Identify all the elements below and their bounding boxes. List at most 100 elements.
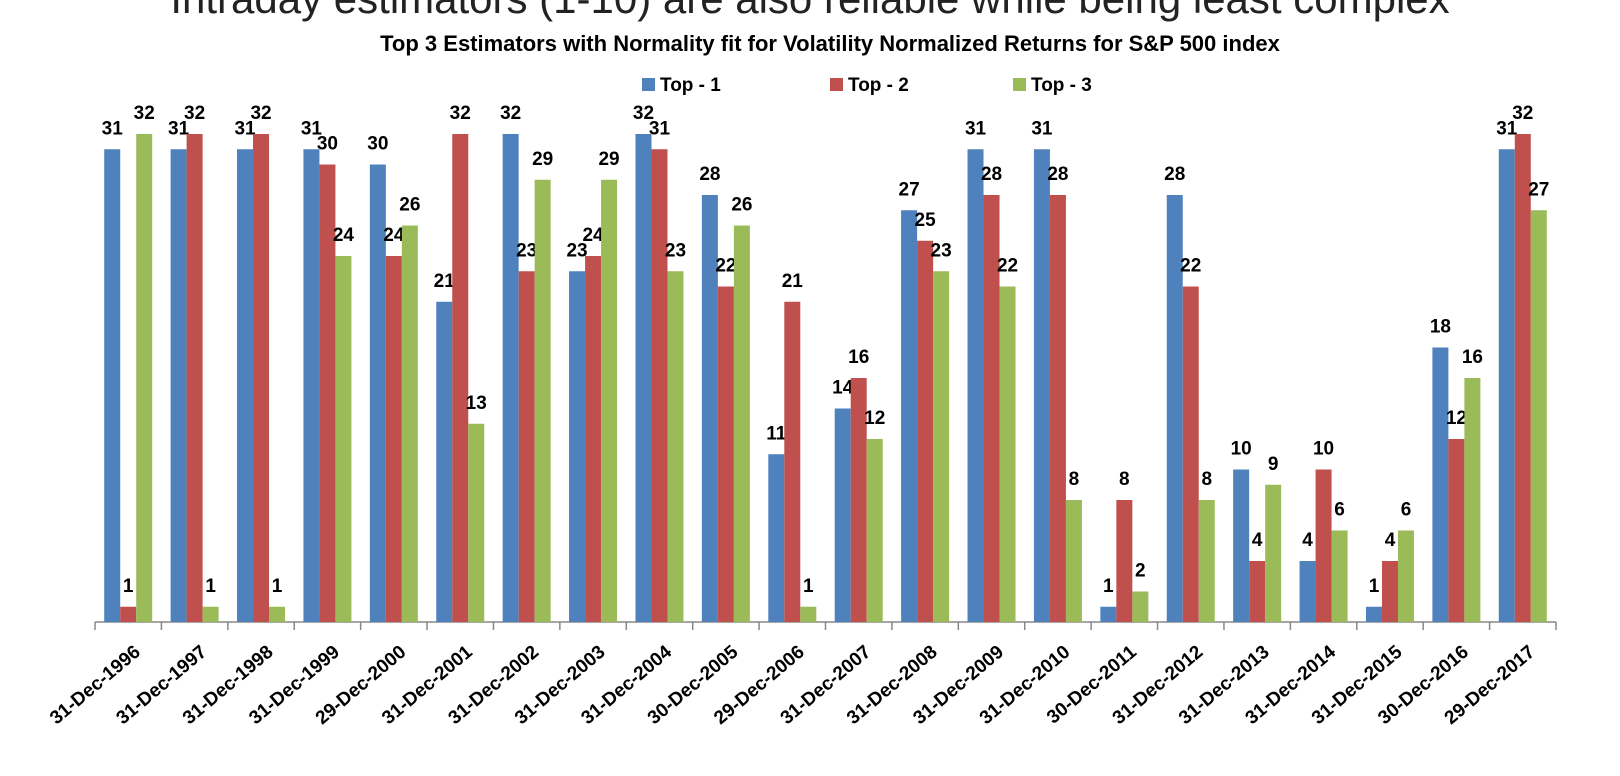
bar bbox=[186, 134, 203, 622]
value-label: 28 bbox=[981, 164, 1002, 185]
value-label: 26 bbox=[731, 195, 752, 216]
value-label: 32 bbox=[1512, 103, 1533, 124]
bar bbox=[784, 301, 801, 622]
bar bbox=[569, 271, 586, 622]
value-label: 1 bbox=[1103, 576, 1114, 597]
value-label: 8 bbox=[1119, 469, 1130, 490]
bar bbox=[120, 606, 137, 622]
bar bbox=[917, 240, 934, 622]
bar bbox=[1249, 561, 1266, 622]
bar bbox=[1198, 500, 1215, 622]
value-label: 22 bbox=[1180, 256, 1201, 277]
value-label: 1 bbox=[205, 576, 216, 597]
bar bbox=[1365, 606, 1382, 622]
annotation: Intraday estimators (1-10) are also reli… bbox=[170, 0, 1449, 22]
value-label: 31 bbox=[1496, 118, 1518, 139]
bar bbox=[1182, 286, 1199, 622]
value-label: 10 bbox=[1313, 439, 1334, 460]
bar bbox=[237, 149, 254, 622]
bar bbox=[717, 286, 734, 622]
bar bbox=[502, 134, 519, 622]
chart-title: Top 3 Estimators with Normality fit for … bbox=[380, 31, 1280, 56]
value-label: 1 bbox=[1369, 576, 1380, 597]
value-label: 28 bbox=[699, 164, 720, 185]
bar bbox=[1315, 469, 1332, 622]
value-label: 8 bbox=[1069, 469, 1080, 490]
bar bbox=[518, 271, 535, 622]
bar bbox=[1265, 484, 1282, 622]
value-label: 11 bbox=[766, 423, 787, 444]
value-label: 31 bbox=[168, 118, 190, 139]
value-label: 21 bbox=[434, 271, 456, 292]
legend-label: Top - 3 bbox=[1031, 75, 1092, 96]
bar bbox=[866, 439, 883, 622]
bar bbox=[999, 286, 1016, 622]
bar bbox=[468, 423, 485, 622]
legend-swatch bbox=[642, 78, 655, 91]
value-label: 26 bbox=[399, 195, 420, 216]
bar bbox=[369, 164, 386, 622]
value-label: 31 bbox=[301, 118, 323, 139]
bar bbox=[1530, 210, 1547, 622]
bar bbox=[1166, 195, 1183, 622]
value-label: 18 bbox=[1430, 317, 1451, 338]
bar bbox=[850, 378, 867, 622]
value-label: 31 bbox=[234, 118, 256, 139]
bar bbox=[1065, 500, 1082, 622]
value-label: 31 bbox=[1031, 118, 1053, 139]
value-label: 24 bbox=[582, 225, 604, 246]
bar bbox=[768, 454, 785, 622]
value-label: 31 bbox=[965, 118, 987, 139]
value-label: 27 bbox=[899, 179, 920, 200]
value-label: 32 bbox=[633, 103, 654, 124]
bar bbox=[1033, 149, 1050, 622]
bar bbox=[1397, 530, 1414, 622]
bar bbox=[1132, 591, 1149, 622]
value-label: 31 bbox=[102, 118, 124, 139]
value-label: 27 bbox=[1528, 179, 1549, 200]
bar bbox=[601, 179, 618, 622]
bar bbox=[667, 271, 684, 622]
value-label: 1 bbox=[123, 576, 134, 597]
value-label: 29 bbox=[532, 149, 553, 170]
bar bbox=[585, 256, 602, 622]
bar bbox=[104, 149, 121, 622]
bar bbox=[534, 179, 551, 622]
bar bbox=[1100, 606, 1117, 622]
value-label: 16 bbox=[1462, 347, 1483, 368]
value-label: 24 bbox=[333, 225, 355, 246]
value-label: 4 bbox=[1385, 530, 1396, 551]
value-label: 6 bbox=[1401, 500, 1412, 521]
bar bbox=[701, 195, 718, 622]
value-label: 23 bbox=[665, 240, 686, 261]
value-label: 30 bbox=[367, 134, 388, 155]
value-label: 10 bbox=[1231, 439, 1252, 460]
value-label: 12 bbox=[864, 408, 885, 429]
value-label: 28 bbox=[1047, 164, 1068, 185]
value-label: 32 bbox=[500, 103, 521, 124]
value-label: 1 bbox=[272, 576, 283, 597]
legend-label: Top - 1 bbox=[660, 75, 721, 96]
value-label: 2 bbox=[1135, 561, 1146, 582]
value-label: 8 bbox=[1201, 469, 1212, 490]
bar bbox=[319, 164, 336, 622]
value-label: 4 bbox=[1252, 530, 1263, 551]
bar bbox=[335, 256, 352, 622]
bar bbox=[1299, 561, 1316, 622]
bar bbox=[1464, 378, 1481, 622]
bar bbox=[983, 195, 1000, 622]
bar bbox=[452, 134, 469, 622]
bar bbox=[901, 210, 918, 622]
value-label: 23 bbox=[516, 240, 537, 261]
value-label: 6 bbox=[1334, 500, 1345, 521]
value-label: 4 bbox=[1302, 530, 1313, 551]
value-label: 29 bbox=[598, 149, 619, 170]
value-label: 12 bbox=[1446, 408, 1467, 429]
bar bbox=[635, 134, 652, 622]
bar bbox=[303, 149, 320, 622]
bar bbox=[253, 134, 270, 622]
value-label: 24 bbox=[383, 225, 405, 246]
legend-swatch bbox=[1013, 78, 1026, 91]
value-label: 32 bbox=[250, 103, 271, 124]
bar bbox=[967, 149, 984, 622]
